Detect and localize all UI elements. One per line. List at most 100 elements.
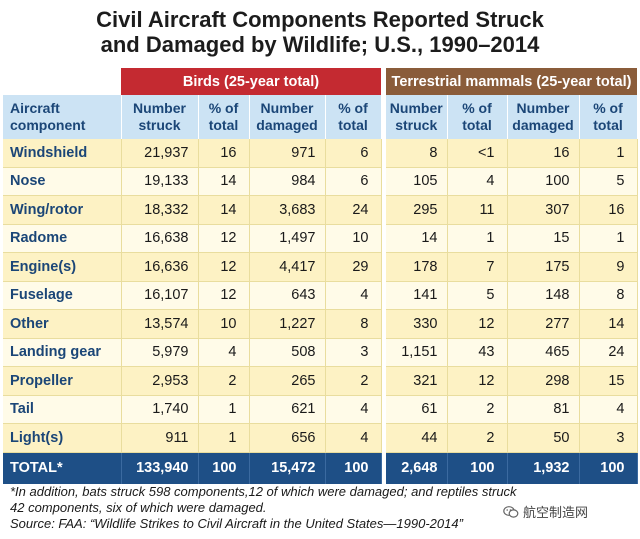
value-cell: 10 xyxy=(198,309,250,339)
value-cell: 12 xyxy=(447,309,508,339)
value-cell: 16,638 xyxy=(121,224,199,253)
group-separator xyxy=(381,167,386,196)
component-name-cell: Nose xyxy=(3,167,122,196)
value-cell: 175 xyxy=(507,252,580,282)
value-cell: 2 xyxy=(198,366,250,396)
value-cell: 4 xyxy=(325,281,382,310)
value-cell: 321 xyxy=(386,366,448,396)
value-cell: 1 xyxy=(198,423,250,453)
value-cell: 1,932 xyxy=(507,452,580,484)
value-cell: 100 xyxy=(198,452,250,484)
value-cell: 9 xyxy=(579,252,638,282)
value-cell: 1 xyxy=(447,224,508,253)
value-cell: 4 xyxy=(325,423,382,453)
footnote-line-1: *In addition, bats struck 598 components… xyxy=(10,484,517,499)
value-cell: 8 xyxy=(325,309,382,339)
value-cell: 105 xyxy=(386,167,448,196)
value-cell: 2 xyxy=(447,395,508,424)
value-cell: <1 xyxy=(447,139,508,168)
value-cell: 1,740 xyxy=(121,395,199,424)
value-cell: 307 xyxy=(507,195,580,225)
value-cell: 330 xyxy=(386,309,448,339)
column-header: % of total xyxy=(579,95,638,139)
value-cell: 508 xyxy=(249,338,326,367)
chart-title: Civil Aircraft Components Reported Struc… xyxy=(0,7,640,57)
column-header: % of total xyxy=(198,95,250,139)
value-cell: 1,151 xyxy=(386,338,448,367)
column-header-row: Aircraft component Number struck % of total… xyxy=(3,95,638,139)
value-cell: 15,472 xyxy=(249,452,326,484)
table-row: Wing/rotor 18,332 14 3,683 24 295 11 307 16 xyxy=(3,195,638,225)
table-row: Landing gear 5,979 4 508 3 1,151 43 465 24 xyxy=(3,338,638,367)
value-cell: 16 xyxy=(198,139,250,168)
value-cell: 643 xyxy=(249,281,326,310)
value-cell: 2,953 xyxy=(121,366,199,396)
value-cell: 141 xyxy=(386,281,448,310)
source-note: Source: FAA: “Wildlife Strikes to Civil … xyxy=(10,516,463,531)
value-cell: 14 xyxy=(386,224,448,253)
value-cell: 19,133 xyxy=(121,167,199,196)
value-cell: 13,574 xyxy=(121,309,199,339)
watermark: 航空制造网 xyxy=(503,502,588,521)
value-cell: 15 xyxy=(507,224,580,253)
value-cell: 100 xyxy=(507,167,580,196)
value-cell: 61 xyxy=(386,395,448,424)
title-line-1: Civil Aircraft Components Reported Struc… xyxy=(96,7,544,32)
value-cell: 15 xyxy=(579,366,638,396)
value-cell: 11 xyxy=(447,195,508,225)
group-separator xyxy=(381,452,386,484)
value-cell: 1 xyxy=(198,395,250,424)
group-separator xyxy=(381,395,386,424)
value-cell: 5 xyxy=(579,167,638,196)
value-cell: 14 xyxy=(579,309,638,339)
component-name-cell: TOTAL* xyxy=(3,452,122,484)
component-name-cell: Landing gear xyxy=(3,338,122,367)
group-separator xyxy=(381,366,386,395)
component-name-cell: Tail xyxy=(3,395,122,424)
value-cell: 100 xyxy=(579,452,638,484)
value-cell: 178 xyxy=(386,252,448,282)
value-cell: 7 xyxy=(447,252,508,282)
mammals-group-header: Terrestrial mammals (25-year total) xyxy=(386,68,637,95)
value-cell: 4,417 xyxy=(249,252,326,282)
value-cell: 6 xyxy=(325,139,382,168)
footnotes: *In addition, bats struck 598 components… xyxy=(10,484,517,532)
value-cell: 295 xyxy=(386,195,448,225)
value-cell: 1,497 xyxy=(249,224,326,253)
value-cell: 1 xyxy=(579,224,638,253)
column-header: Number damaged xyxy=(507,95,580,139)
value-cell: 133,940 xyxy=(121,452,199,484)
wildlife-strike-table: Aircraft component Number struck % of total… xyxy=(3,95,638,484)
column-header: Number struck xyxy=(386,95,448,139)
value-cell: 16 xyxy=(579,195,638,225)
group-separator xyxy=(381,423,386,452)
value-cell: 3 xyxy=(579,423,638,453)
value-cell: 18,332 xyxy=(121,195,199,225)
value-cell: 8 xyxy=(386,139,448,168)
group-separator xyxy=(381,252,386,281)
column-header: Aircraft component xyxy=(3,95,122,139)
table-row: Engine(s) 16,636 12 4,417 29 178 7 175 9 xyxy=(3,252,638,282)
value-cell: 12 xyxy=(198,281,250,310)
value-cell: 984 xyxy=(249,167,326,196)
component-name-cell: Engine(s) xyxy=(3,252,122,282)
value-cell: 4 xyxy=(447,167,508,196)
value-cell: 298 xyxy=(507,366,580,396)
value-cell: 12 xyxy=(198,224,250,253)
value-cell: 6 xyxy=(325,167,382,196)
value-cell: 8 xyxy=(579,281,638,310)
table-body: Windshield 21,937 16 971 6 8 <1 16 1 Nose 19,133 14… xyxy=(3,139,638,484)
table-row: Windshield 21,937 16 971 6 8 <1 16 1 xyxy=(3,139,638,168)
value-cell: 1,227 xyxy=(249,309,326,339)
component-name-cell: Fuselage xyxy=(3,281,122,310)
value-cell: 621 xyxy=(249,395,326,424)
value-cell: 21,937 xyxy=(121,139,199,168)
table-row: Nose 19,133 14 984 6 105 4 100 5 xyxy=(3,167,638,196)
group-separator xyxy=(381,195,386,224)
column-header: Number struck xyxy=(121,95,199,139)
value-cell: 656 xyxy=(249,423,326,453)
value-cell: 265 xyxy=(249,366,326,396)
value-cell: 10 xyxy=(325,224,382,253)
value-cell: 277 xyxy=(507,309,580,339)
watermark-text: 航空制造网 xyxy=(523,505,589,520)
